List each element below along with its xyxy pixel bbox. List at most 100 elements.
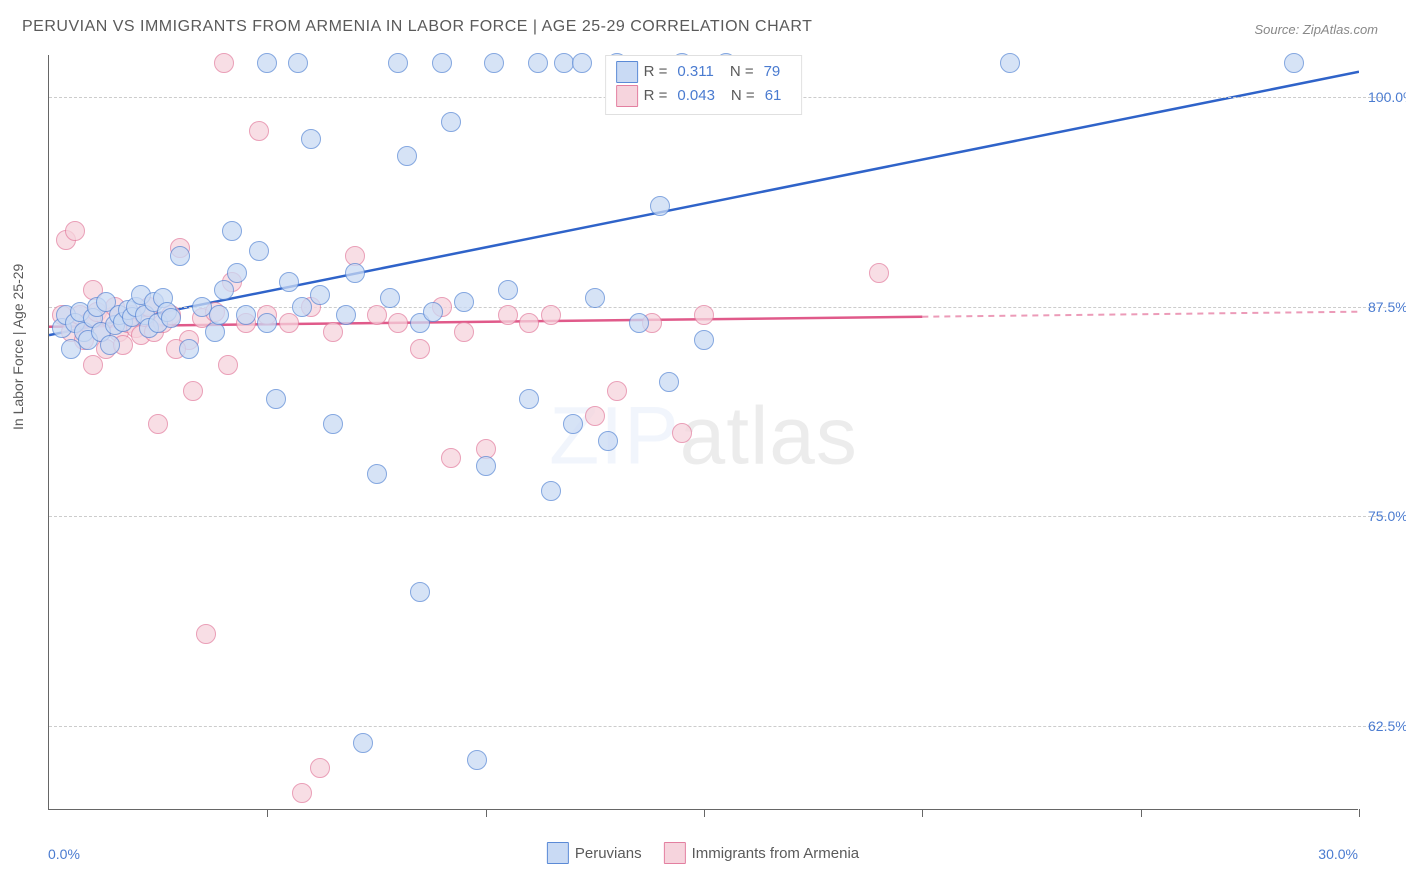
regression-lines: [49, 55, 1359, 810]
plot-frame: ZIPatlas R =0.311N =79R =0.043N =61 62.5…: [48, 55, 1358, 810]
scatter-point-peruvians: [227, 263, 247, 283]
scatter-point-peruvians: [170, 246, 190, 266]
scatter-point-armenia: [541, 305, 561, 325]
scatter-point-peruvians: [257, 53, 277, 73]
scatter-point-peruvians: [1000, 53, 1020, 73]
scatter-point-peruvians: [484, 53, 504, 73]
scatter-point-peruvians: [266, 389, 286, 409]
y-tick-label: 87.5%: [1368, 299, 1406, 315]
legend-swatch-icon: [616, 61, 638, 83]
scatter-point-peruvians: [572, 53, 592, 73]
source-label: Source: ZipAtlas.com: [1254, 22, 1378, 37]
scatter-point-peruvians: [397, 146, 417, 166]
y-tick-label: 100.0%: [1368, 89, 1406, 105]
scatter-point-peruvians: [336, 305, 356, 325]
stats-r-label: R =: [644, 84, 668, 108]
scatter-point-peruvians: [476, 456, 496, 476]
x-tick: [267, 809, 268, 817]
scatter-point-peruvians: [353, 733, 373, 753]
scatter-point-peruvians: [209, 305, 229, 325]
stats-n-value: 79: [764, 60, 781, 84]
x-tick: [486, 809, 487, 817]
scatter-point-armenia: [367, 305, 387, 325]
scatter-point-peruvians: [467, 750, 487, 770]
scatter-point-peruvians: [257, 313, 277, 333]
legend-series-label: Immigrants from Armenia: [692, 845, 860, 862]
stats-r-label: R =: [644, 60, 668, 84]
scatter-point-armenia: [292, 783, 312, 803]
y-tick-label: 62.5%: [1368, 718, 1406, 734]
scatter-point-peruvians: [659, 372, 679, 392]
x-axis-max-label: 30.0%: [1318, 846, 1358, 862]
scatter-point-peruvians: [454, 292, 474, 312]
x-axis-min-label: 0.0%: [48, 846, 80, 862]
legend-item-armenia: Immigrants from Armenia: [664, 842, 860, 864]
scatter-point-peruvians: [179, 339, 199, 359]
scatter-point-peruvians: [563, 414, 583, 434]
scatter-point-armenia: [323, 322, 343, 342]
scatter-point-peruvians: [519, 389, 539, 409]
scatter-point-peruvians: [100, 335, 120, 355]
scatter-point-armenia: [218, 355, 238, 375]
y-axis-title: In Labor Force | Age 25-29: [10, 264, 26, 430]
scatter-point-peruvians: [694, 330, 714, 350]
stats-n-label: N =: [731, 84, 755, 108]
regression-line-armenia-extrapolated: [922, 312, 1359, 317]
scatter-point-peruvians: [214, 280, 234, 300]
scatter-point-peruvians: [528, 53, 548, 73]
legend-swatch-icon: [547, 842, 569, 864]
scatter-point-armenia: [498, 305, 518, 325]
scatter-point-armenia: [410, 339, 430, 359]
scatter-point-armenia: [279, 313, 299, 333]
scatter-point-peruvians: [629, 313, 649, 333]
scatter-point-peruvians: [367, 464, 387, 484]
x-tick: [704, 809, 705, 817]
legend-series-label: Peruvians: [575, 845, 642, 862]
scatter-point-peruvians: [279, 272, 299, 292]
scatter-point-peruvians: [423, 302, 443, 322]
scatter-point-peruvians: [432, 53, 452, 73]
scatter-point-peruvians: [650, 196, 670, 216]
legend-item-peruvians: Peruvians: [547, 842, 642, 864]
x-tick: [1359, 809, 1360, 817]
scatter-point-armenia: [148, 414, 168, 434]
scatter-point-peruvians: [288, 53, 308, 73]
scatter-point-peruvians: [292, 297, 312, 317]
scatter-point-armenia: [388, 313, 408, 333]
scatter-point-peruvians: [249, 241, 269, 261]
x-tick: [1141, 809, 1142, 817]
scatter-point-peruvians: [345, 263, 365, 283]
stats-r-value: 0.043: [677, 84, 715, 108]
scatter-point-peruvians: [222, 221, 242, 241]
scatter-point-peruvians: [236, 305, 256, 325]
stats-row-peruvians: R = 0.311 N = 79: [616, 60, 792, 84]
scatter-point-armenia: [519, 313, 539, 333]
scatter-point-peruvians: [388, 53, 408, 73]
scatter-point-peruvians: [441, 112, 461, 132]
stats-n-value: 61: [765, 84, 782, 108]
stats-r-value: 0.311: [677, 60, 713, 84]
scatter-point-peruvians: [380, 288, 400, 308]
scatter-point-armenia: [249, 121, 269, 141]
scatter-point-armenia: [65, 221, 85, 241]
x-tick: [922, 809, 923, 817]
scatter-point-armenia: [869, 263, 889, 283]
stats-n-label: N =: [730, 60, 754, 84]
legend-bottom: Peruvians Immigrants from Armenia: [547, 842, 859, 864]
plot-area: ZIPatlas: [49, 55, 1358, 809]
scatter-point-armenia: [694, 305, 714, 325]
stats-legend-box: R = 0.311 N = 79 R = 0.043 N = 61: [605, 55, 803, 115]
scatter-point-armenia: [585, 406, 605, 426]
chart-title: PERUVIAN VS IMMIGRANTS FROM ARMENIA IN L…: [22, 18, 812, 36]
scatter-point-peruvians: [585, 288, 605, 308]
scatter-point-peruvians: [1284, 53, 1304, 73]
grid-line: [49, 726, 1386, 727]
scatter-point-armenia: [196, 624, 216, 644]
scatter-point-peruvians: [323, 414, 343, 434]
legend-swatch-icon: [616, 85, 638, 107]
scatter-point-peruvians: [301, 129, 321, 149]
scatter-point-armenia: [454, 322, 474, 342]
scatter-point-peruvians: [498, 280, 518, 300]
scatter-point-peruvians: [541, 481, 561, 501]
scatter-point-peruvians: [598, 431, 618, 451]
